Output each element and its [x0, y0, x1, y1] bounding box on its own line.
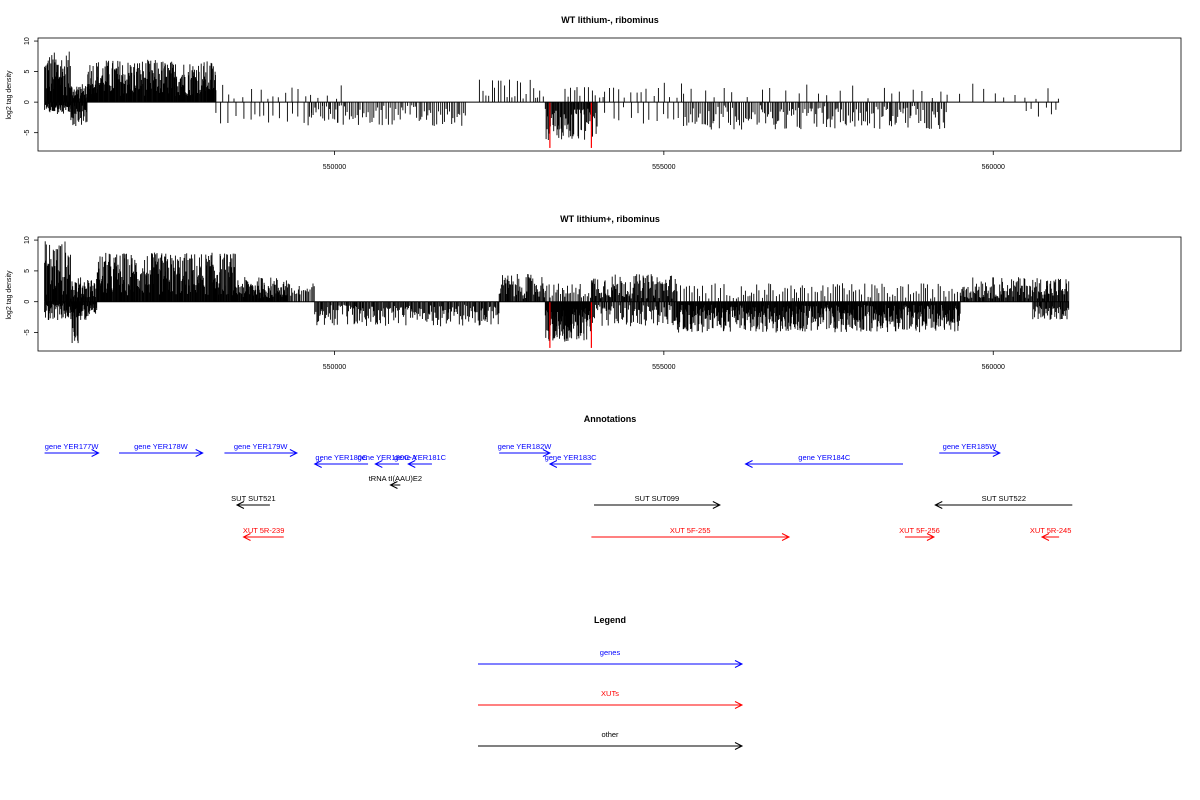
panel-title: WT lithium+, ribominus: [560, 214, 660, 224]
legend-entry: other: [478, 730, 744, 750]
y-tick-label: 5: [24, 70, 31, 74]
y-tick-label: 0: [24, 300, 31, 304]
axes: -5 0 5 10 550000 555000 560000: [24, 236, 1005, 371]
annotation-feature: gene YER184C: [744, 453, 903, 468]
annotation-feature: SUT SUT522: [934, 494, 1073, 509]
legend-label: genes: [600, 648, 621, 657]
annotation-features: gene YER177W gene YER178W gene YER179W gene…: [44, 442, 1073, 541]
annotation-label: XUT 5R-245: [1030, 526, 1072, 535]
x-tick-label: 560000: [982, 164, 1005, 171]
annotation-feature: gene YER178W: [119, 442, 204, 457]
annotation-label: gene YER179W: [234, 442, 289, 451]
legend-label: XUTs: [601, 689, 619, 698]
legend-title: Legend: [594, 615, 626, 625]
x-tick-label: 560000: [982, 364, 1005, 371]
x-tick-label: 555000: [652, 364, 675, 371]
y-tick-label: -5: [24, 329, 31, 335]
annotation-label: gene YER180C-A: [357, 453, 416, 462]
annotation-feature: gene YER185W: [939, 442, 1001, 457]
annotations-title: Annotations: [584, 414, 637, 424]
annotation-feature: XUT 5F-256: [899, 526, 940, 541]
annotation-label: gene YER184C: [798, 453, 851, 462]
annotation-feature: gene YER179W: [224, 442, 299, 457]
annotation-feature: gene YER180C-A: [357, 453, 417, 468]
annotation-feature: gene YER177W: [44, 442, 100, 457]
x-tick-label: 555000: [652, 164, 675, 171]
annotation-feature: SUT SUT099: [594, 494, 721, 509]
annotation-feature: gene YER183C: [545, 453, 598, 468]
annotation-label: gene YER178W: [134, 442, 189, 451]
track-panel-lithium-plus: WT lithium+, ribominus log2 tag density …: [6, 214, 1182, 371]
annotation-feature: gene YER182W: [498, 442, 553, 457]
plot-frame: [37, 37, 1182, 152]
annotation-label: gene YER181C: [394, 453, 447, 462]
panel-title: WT lithium-, ribominus: [561, 15, 659, 25]
annotation-label: tRNA tI(AAU)E2: [369, 474, 422, 483]
annotation-label: gene YER180C: [315, 453, 368, 462]
y-tick-label: 10: [24, 236, 31, 244]
density-bars: [44, 51, 1060, 148]
density-bars: [44, 241, 1070, 348]
x-tick-label: 550000: [323, 364, 346, 371]
annotation-feature: SUT SUT521: [231, 494, 276, 509]
annotation-feature: XUT 5R-245: [1030, 526, 1072, 541]
annotation-label: gene YER182W: [498, 442, 553, 451]
legend-label: other: [601, 730, 619, 739]
annotation-label: SUT SUT521: [231, 494, 275, 503]
axes: -5 0 5 10 550000 555000 560000: [24, 37, 1005, 171]
annotation-feature: XUT 5F-255: [591, 526, 791, 541]
y-tick-label: 0: [24, 100, 31, 104]
annotation-label: SUT SUT099: [635, 494, 679, 503]
y-axis-label: log2 tag density: [6, 70, 13, 120]
annotation-label: XUT 5F-255: [670, 526, 711, 535]
legend-entry: XUTs: [478, 689, 744, 709]
annotations-panel: Annotations gene YER177W gene YER178W gene…: [44, 414, 1073, 541]
annotation-label: SUT SUT522: [982, 494, 1026, 503]
annotation-feature: gene YER180C: [313, 453, 369, 468]
y-tick-label: 5: [24, 269, 31, 273]
y-tick-label: -5: [24, 129, 31, 135]
plot-frame: [37, 236, 1182, 352]
annotation-feature: XUT 5R-239: [242, 526, 285, 541]
x-tick-label: 550000: [323, 164, 346, 171]
annotation-label: gene YER177W: [45, 442, 100, 451]
annotation-feature: gene YER181C: [394, 453, 447, 468]
annotation-label: gene YER185W: [943, 442, 998, 451]
annotation-label: XUT 5R-239: [243, 526, 285, 535]
annotation-label: gene YER183C: [545, 453, 598, 462]
legend-panel: Legend genes XUTs other: [478, 615, 744, 750]
legend-entry: genes: [478, 648, 744, 668]
legend-entries: genes XUTs other: [478, 648, 744, 750]
annotation-feature: tRNA tI(AAU)E2: [369, 474, 422, 489]
annotation-label: XUT 5F-256: [899, 526, 940, 535]
y-axis-label: log2 tag density: [6, 270, 13, 320]
y-tick-label: 10: [24, 37, 31, 45]
track-panel-lithium-minus: WT lithium-, ribominus log2 tag density …: [6, 15, 1182, 171]
